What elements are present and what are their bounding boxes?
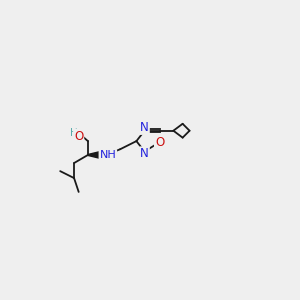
Text: N: N bbox=[140, 121, 149, 134]
Text: N: N bbox=[140, 147, 149, 160]
Text: O: O bbox=[155, 136, 164, 149]
Text: O: O bbox=[74, 130, 83, 142]
Text: H: H bbox=[70, 128, 78, 138]
Text: NH: NH bbox=[100, 150, 116, 160]
Polygon shape bbox=[88, 152, 100, 158]
